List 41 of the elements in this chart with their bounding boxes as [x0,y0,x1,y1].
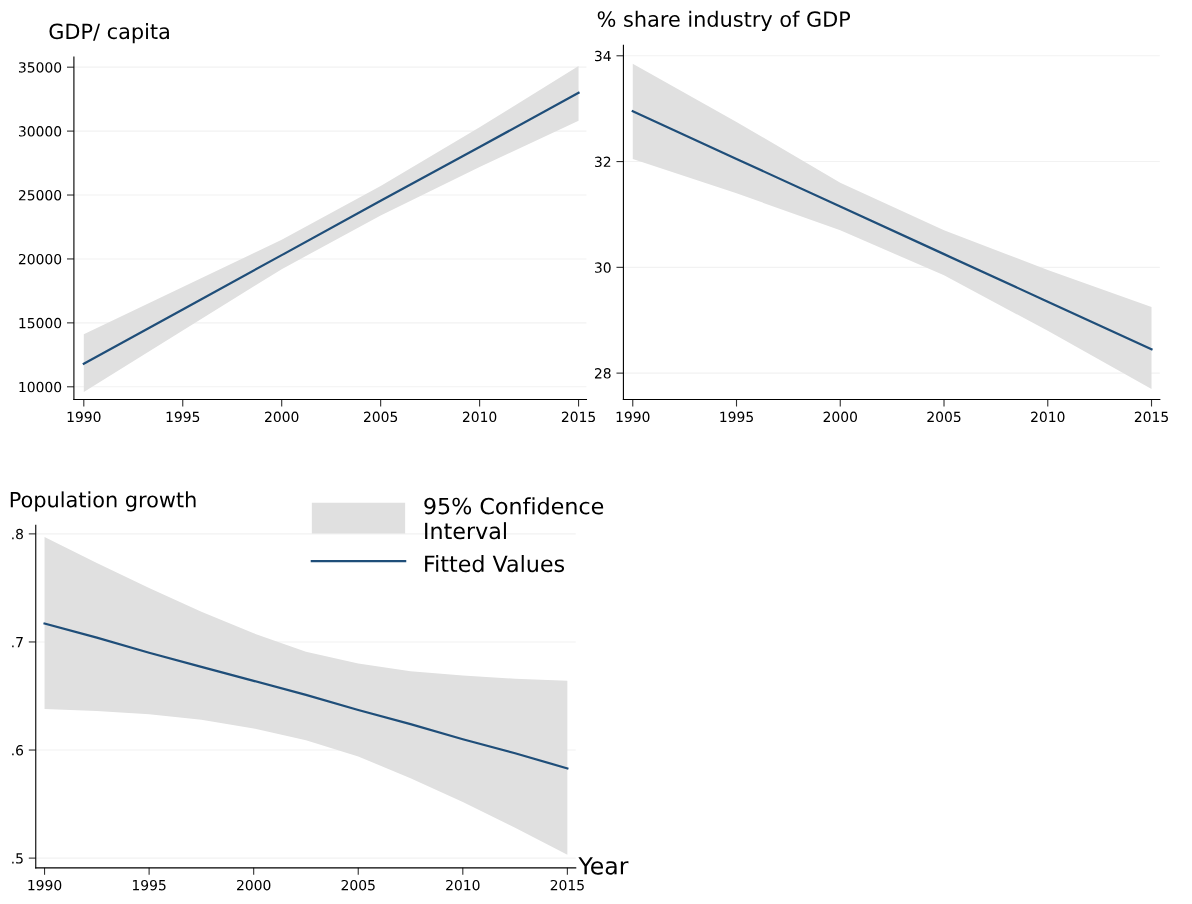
line-series [82,91,580,365]
annotation: 95% Confidence Interval [424,497,604,540]
x-tick-label: 2015 [1134,411,1168,423]
y-tick-label: .7 [12,637,23,648]
x-tick-label: 2010 [462,411,497,423]
y-tick-label: 35000 [18,62,62,73]
x-tick-label: 1995 [720,411,753,423]
x-tick-label: 2000 [237,879,271,891]
x-tick-label: 1995 [132,879,166,891]
y-tick-label: 20000 [18,253,62,265]
x-tick-label: 2015 [550,879,584,891]
chart-title: GDP/ capita [49,23,169,44]
y-tick-label: .5 [12,853,23,864]
x-tick-label: 2005 [363,411,398,423]
line-series [631,110,1153,351]
x-tick-label: 2000 [265,411,299,423]
x-tick-label: 1995 [166,411,200,423]
x-tick-label: 2000 [823,411,858,423]
legend-label: Fitted Values [425,554,565,573]
x-tick-label: 2015 [561,411,596,423]
y-tick-label: 15000 [19,317,62,329]
chart-title: Population growth [10,491,196,512]
y-tick-label: .8 [12,528,23,540]
line-series [43,622,569,770]
x-tick-label: 2010 [1031,411,1065,423]
y-tick-label: 32 [595,156,611,168]
y-tick-label: 10000 [19,381,62,393]
y-tick-label: 30 [595,262,611,273]
y-tick-label: 25000 [18,189,62,201]
y-tick-label: 28 [594,368,611,379]
x-tick-label: 2005 [341,879,375,891]
x-tick-label: 1990 [67,411,101,423]
x-tick-label: 1990 [28,879,62,891]
x-axis-title: Year [578,857,629,875]
y-tick-label: .6 [12,745,24,756]
x-tick-label: 2005 [927,411,961,423]
y-tick-label: 34 [595,50,611,62]
chart-title: % share industry of GDP [597,10,851,32]
y-tick-label: 30000 [18,126,62,137]
x-tick-label: 1990 [616,411,650,423]
x-tick-label: 2010 [446,879,480,891]
